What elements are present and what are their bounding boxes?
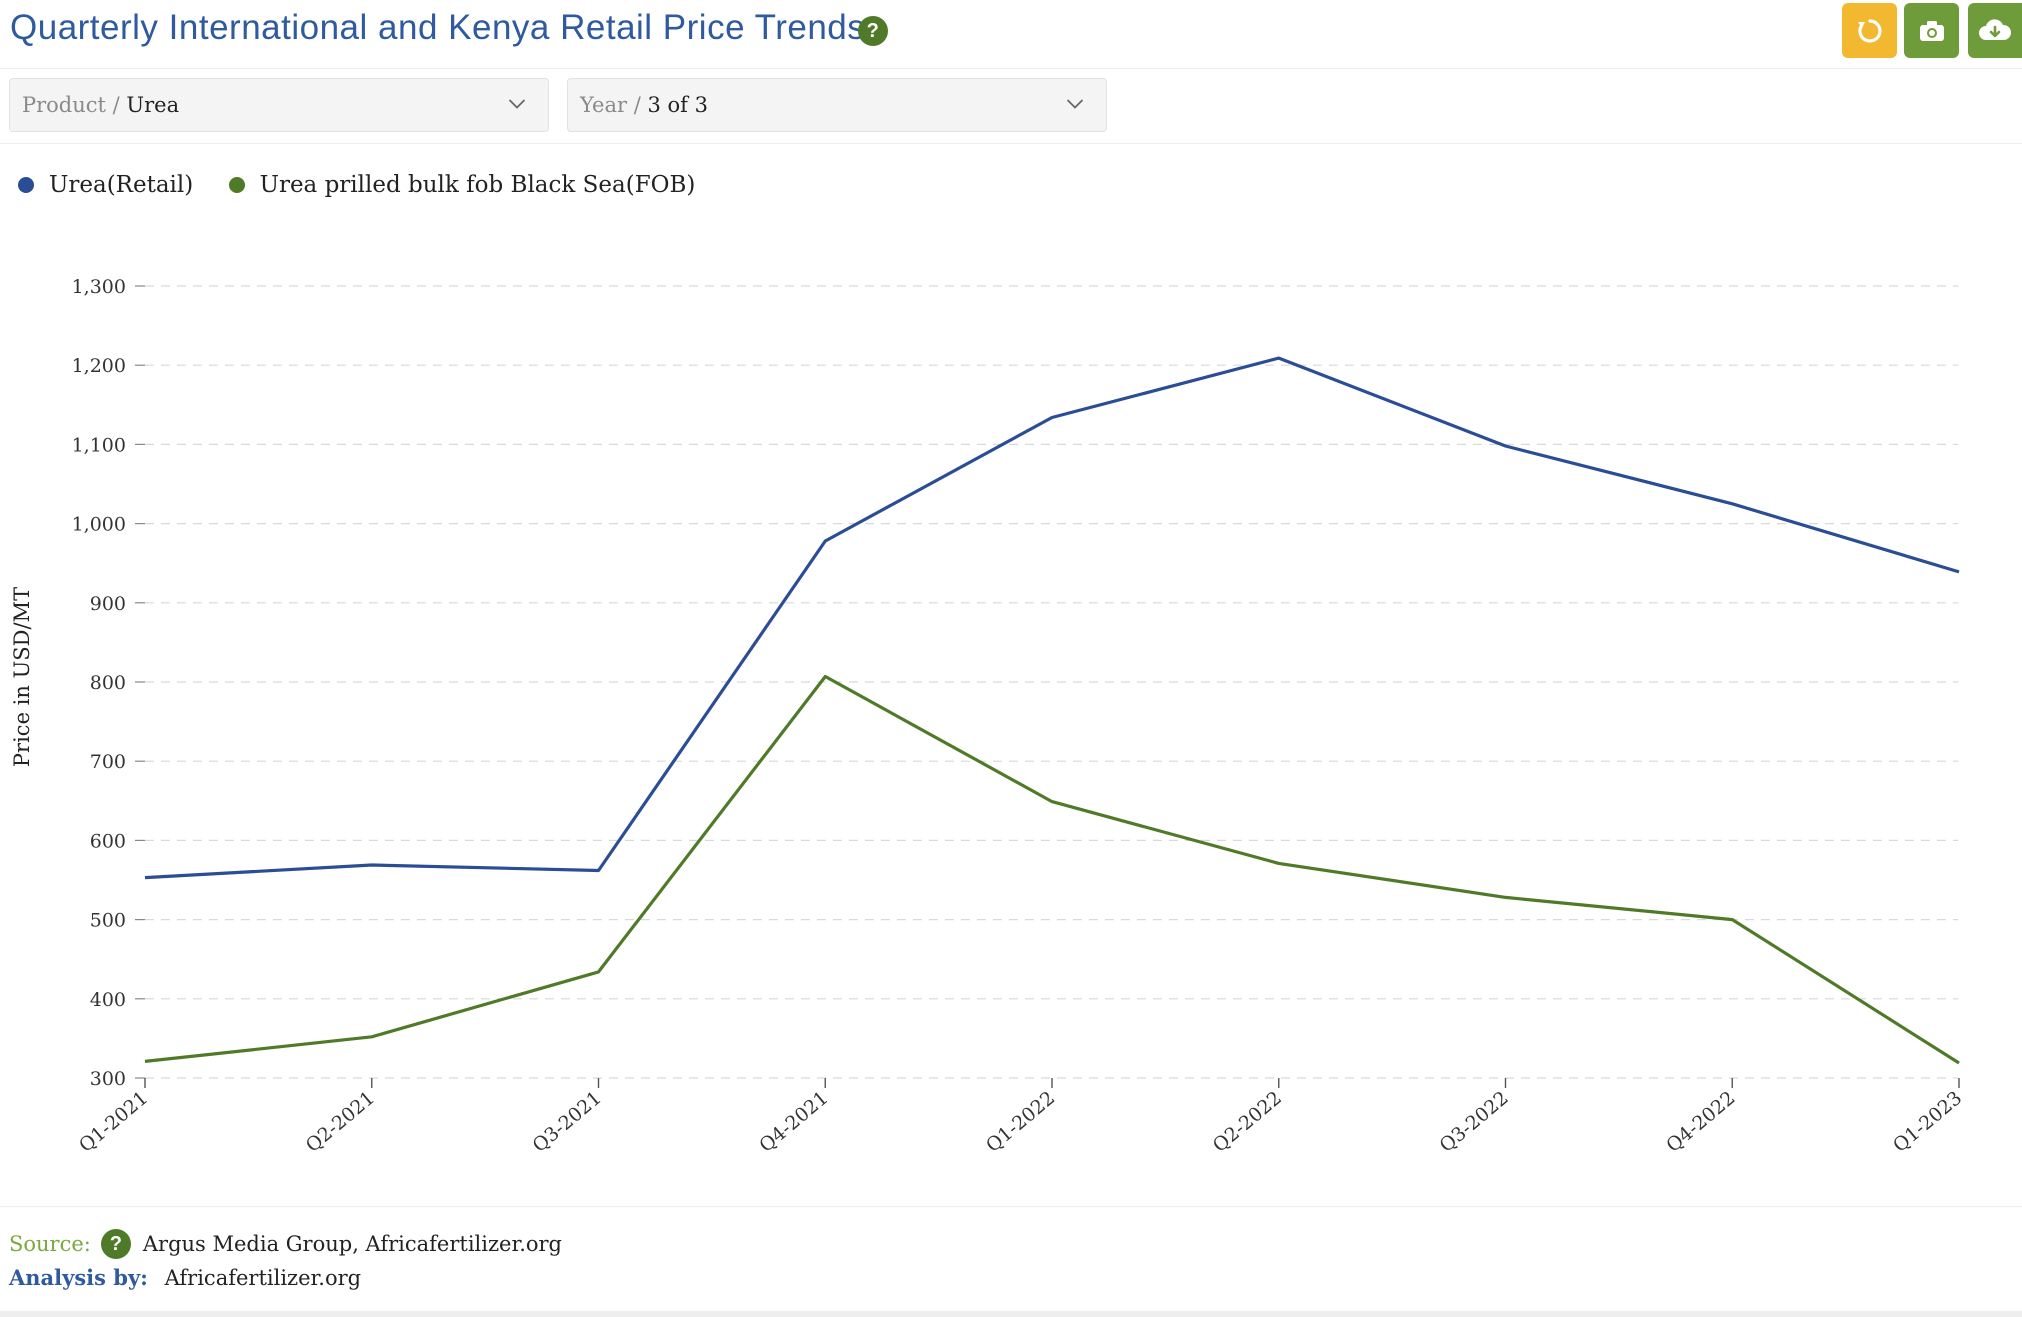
- y-tick-label: 600: [90, 830, 126, 852]
- legend-item-retail[interactable]: Urea(Retail): [18, 172, 193, 198]
- legend-marker-retail: [18, 177, 34, 193]
- chart-title: Quarterly International and Kenya Retail…: [10, 8, 888, 48]
- product-dropdown-key: Product /: [22, 93, 127, 117]
- y-tick-label: 500: [90, 910, 126, 932]
- data-point-retail[interactable]: [1953, 566, 1965, 578]
- x-tick-label: Q3-2021: [528, 1087, 605, 1157]
- year-dropdown-key: Year /: [580, 93, 648, 117]
- data-point-retail[interactable]: [366, 859, 378, 871]
- year-dropdown[interactable]: Year / 3 of 3: [567, 78, 1107, 132]
- analysis-value: Africafertilizer.org: [164, 1266, 362, 1290]
- legend-item-fob[interactable]: Urea prilled bulk fob Black Sea(FOB): [228, 172, 696, 198]
- series-line-fob[interactable]: [144, 674, 1960, 1065]
- y-tick-label: 900: [90, 593, 126, 615]
- chevron-down-icon: [1066, 99, 1084, 109]
- x-tick-label: Q1-2022: [982, 1087, 1059, 1157]
- chart-legend: Urea(Retail) Urea prilled bulk fob Black…: [18, 172, 723, 199]
- data-point-fob[interactable]: [366, 1031, 378, 1043]
- refresh-icon: [1857, 18, 1882, 43]
- data-point-retail[interactable]: [819, 535, 831, 547]
- legend-marker-fob: [228, 177, 245, 193]
- filter-bar: Product / Urea Year / 3 of 3: [0, 69, 2022, 144]
- x-tick-label: Q1-2023: [1889, 1087, 1966, 1157]
- y-axis: 300 400 500 600 700 800 900 1,000 1,100 1,200 1,30…: [72, 276, 145, 1090]
- data-point-retail[interactable]: [1273, 352, 1285, 364]
- source-value: Argus Media Group, Africafertilizer.org: [142, 1232, 562, 1256]
- product-dropdown[interactable]: Product / Urea: [9, 78, 549, 132]
- x-tick-label: Q2-2022: [1209, 1087, 1286, 1157]
- y-tick-label: 700: [90, 751, 126, 773]
- y-tick-label: 300: [90, 1068, 126, 1090]
- source-key: Source:: [9, 1232, 91, 1256]
- legend-label-fob: Urea prilled bulk fob Black Sea(FOB): [259, 172, 696, 198]
- series-line-retail[interactable]: [144, 356, 1960, 880]
- help-icon[interactable]: ?: [858, 16, 888, 46]
- data-point-retail[interactable]: [139, 872, 151, 884]
- y-tick-label: 1,000: [72, 514, 126, 536]
- chevron-down-icon: [508, 99, 526, 109]
- legend-label-retail: Urea(Retail): [49, 172, 194, 198]
- year-dropdown-value: 3 of 3: [647, 93, 708, 117]
- data-point-fob[interactable]: [1500, 891, 1512, 903]
- source-row: Source: ? Argus Media Group, Africaferti…: [9, 1229, 562, 1259]
- y-tick-label: 1,300: [72, 276, 126, 298]
- x-axis: Q1-2021 Q2-2021 Q3-2021 Q4-2021 Q1-2022 Q2-20…: [75, 1078, 1966, 1157]
- y-tick-label: 400: [90, 989, 126, 1011]
- data-point-retail[interactable]: [593, 864, 605, 876]
- line-chart: 300 400 500 600 700 800 900 1,000 1,100 1,200 1,30…: [10, 276, 1966, 1157]
- download-button[interactable]: [1968, 3, 2022, 58]
- x-tick-label: Q1-2021: [75, 1087, 152, 1157]
- y-tick-label: 1,200: [72, 355, 126, 377]
- reset-button[interactable]: [1842, 3, 1897, 58]
- chart-header: Quarterly International and Kenya Retail…: [0, 0, 2022, 69]
- divider: [0, 1311, 2022, 1317]
- chart-series: [139, 352, 1965, 1069]
- x-tick-label: Q4-2022: [1662, 1087, 1739, 1157]
- y-axis-label: Price in USD/MT: [10, 587, 34, 767]
- help-icon[interactable]: ?: [100, 1229, 131, 1259]
- x-tick-label: Q2-2021: [302, 1087, 379, 1157]
- data-point-fob[interactable]: [139, 1055, 151, 1067]
- data-point-retail[interactable]: [1046, 411, 1058, 423]
- data-point-retail[interactable]: [1726, 498, 1738, 510]
- data-point-fob[interactable]: [1046, 796, 1058, 808]
- data-point-fob[interactable]: [819, 670, 831, 682]
- data-point-fob[interactable]: [1726, 914, 1738, 926]
- product-dropdown-value: Urea: [126, 93, 180, 117]
- data-point-fob[interactable]: [1273, 857, 1285, 869]
- chart-title-text: Quarterly International and Kenya Retail…: [10, 8, 866, 47]
- screenshot-button[interactable]: [1904, 3, 1959, 58]
- analysis-row: Analysis by: Africafertilizer.org: [9, 1265, 361, 1290]
- data-point-fob[interactable]: [593, 966, 605, 978]
- data-point-retail[interactable]: [1500, 440, 1512, 452]
- y-tick-label: 800: [90, 672, 126, 694]
- chart-footer: Source: ? Argus Media Group, Africaferti…: [0, 1206, 2022, 1317]
- chart-grid: [145, 285, 1958, 1079]
- x-tick-label: Q4-2021: [755, 1087, 832, 1157]
- x-tick-label: Q3-2022: [1435, 1087, 1512, 1157]
- analysis-key: Analysis by:: [9, 1265, 148, 1290]
- data-point-fob[interactable]: [1953, 1057, 1965, 1069]
- camera-icon: [1919, 20, 1944, 41]
- cloud-download-icon: [1979, 18, 2012, 40]
- y-tick-label: 1,100: [72, 434, 126, 456]
